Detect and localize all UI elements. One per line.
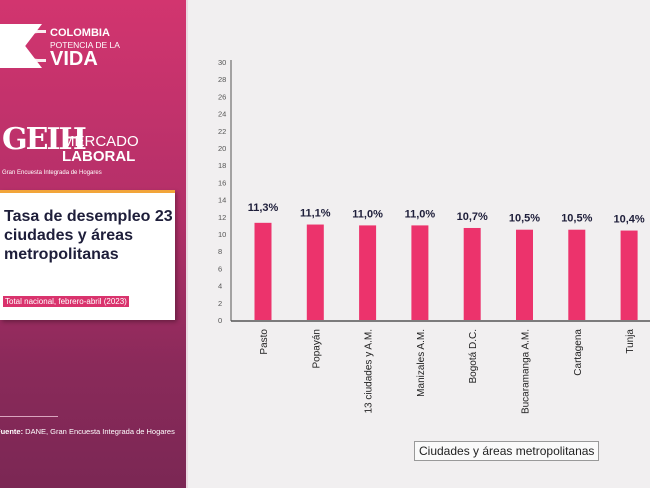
- category-label: Cartagena: [573, 329, 584, 376]
- laboral-text: LABORAL: [62, 148, 136, 165]
- y-tick-label: 26: [218, 92, 226, 101]
- brand-line1: COLOMBIA: [50, 27, 110, 39]
- y-tick-label: 6: [218, 264, 222, 273]
- data-label: 11,1%: [300, 208, 331, 220]
- chart-title: Tasa de desempleo 23 ciudades y áreas me…: [4, 208, 173, 263]
- data-label: 10,5%: [509, 213, 540, 225]
- title-card: Tasa de desempleo 23 ciudades y áreas me…: [0, 190, 175, 320]
- category-label: Tunja: [625, 329, 636, 354]
- geih-logo: GEIH: [2, 122, 87, 157]
- bar-1: [306, 224, 324, 320]
- mercado-text: MERCADO: [62, 133, 139, 150]
- data-label: 11,0%: [352, 208, 383, 220]
- y-tick-label: 8: [218, 247, 222, 256]
- divider: [0, 416, 58, 417]
- y-tick-label: 16: [218, 178, 226, 187]
- x-axis-title: Ciudades y áreas metropolitanas: [414, 441, 600, 461]
- brand-line2: POTENCIA DE LA: [50, 40, 120, 50]
- source-label: Fuente:: [0, 427, 24, 436]
- data-label: 11,3%: [248, 202, 279, 214]
- y-tick-label: 12: [218, 213, 226, 222]
- bar-7: [620, 230, 638, 320]
- signal-arc-icon: [22, 30, 46, 62]
- y-tick-label: 18: [218, 161, 226, 170]
- info-panel: COLOMBIA POTENCIA DE LA VIDA GEIH MERCAD…: [0, 0, 188, 488]
- y-tick-label: 2: [218, 299, 222, 308]
- bar-2: [359, 225, 377, 320]
- category-label: Bogotá D.C.: [468, 329, 479, 383]
- category-label: Pasto: [259, 329, 270, 355]
- y-tick-label: 22: [218, 127, 226, 136]
- category-label: 13 ciudades y A.M.: [364, 329, 375, 414]
- bar-4: [463, 227, 481, 320]
- y-tick-label: 30: [218, 58, 226, 67]
- y-tick-label: 0: [218, 316, 222, 325]
- y-tick-label: 10: [218, 230, 226, 239]
- data-label: 10,7%: [457, 211, 488, 223]
- bar-6: [568, 229, 586, 320]
- bar-5: [516, 229, 533, 320]
- source-text: DANE, Gran Encuesta Integrada de Hogares: [23, 427, 175, 436]
- data-label: 10,5%: [561, 213, 592, 225]
- category-label: Bucaramanga A.M.: [521, 329, 532, 414]
- chart-subtitle: Total nacional, febrero-abril (2023): [3, 296, 129, 307]
- category-label: Popayán: [311, 329, 322, 368]
- y-tick-label: 28: [218, 75, 226, 84]
- data-label: 10,4%: [613, 214, 644, 226]
- bar-0: [254, 222, 272, 320]
- encuesta-text: Gran Encuesta Integrada de Hogares: [2, 170, 102, 176]
- brand-line3: VIDA: [50, 48, 98, 70]
- y-tick-label: 20: [218, 144, 226, 153]
- y-tick-label: 4: [218, 282, 222, 291]
- bar-3: [411, 225, 429, 320]
- y-tick-label: 24: [218, 110, 226, 119]
- source-note: Fuente: DANE, Gran Encuesta Integrada de…: [0, 426, 181, 437]
- y-tick-label: 14: [218, 196, 226, 205]
- data-label: 11,0%: [405, 208, 436, 220]
- category-label: Manizales A.M.: [416, 329, 427, 397]
